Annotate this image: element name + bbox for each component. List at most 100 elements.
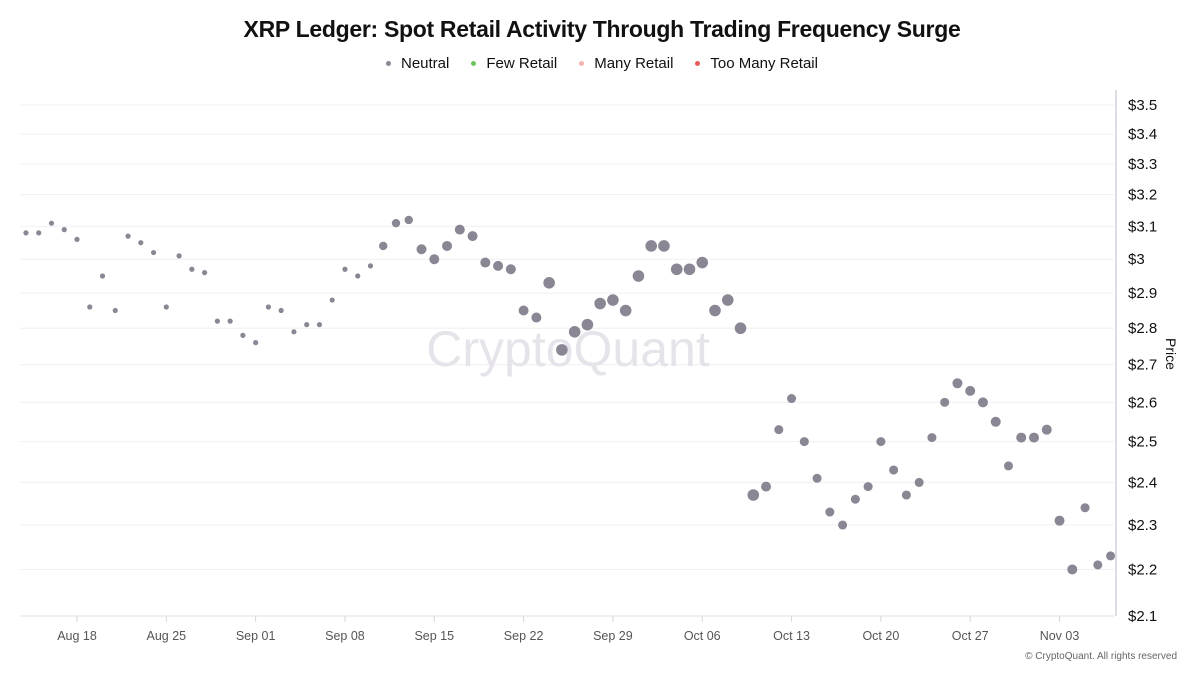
data-point: [355, 273, 361, 279]
data-point: [799, 437, 809, 447]
data-point: [568, 325, 581, 338]
data-point: [342, 266, 348, 272]
data-point: [1016, 432, 1027, 443]
data-point: [112, 307, 118, 314]
data-point: [889, 465, 899, 475]
data-point: [1041, 424, 1052, 435]
data-point: [138, 240, 144, 246]
data-point: [505, 264, 516, 275]
y-tick-label: $3: [1128, 251, 1145, 268]
data-point: [329, 297, 335, 303]
data-point: [761, 481, 772, 492]
data-point: [391, 218, 401, 228]
legend-item-many-retail[interactable]: Many Retail: [579, 55, 673, 72]
y-tick-label: $2.2: [1128, 561, 1157, 578]
data-point: [454, 224, 465, 235]
legend-item-few-retail[interactable]: Few Retail: [471, 55, 557, 72]
data-point: [518, 305, 529, 316]
y-tick-label: $2.1: [1128, 608, 1157, 625]
data-point: [556, 344, 568, 356]
data-point: [721, 294, 734, 306]
copyright-footer: © CryptoQuant. All rights reserved: [1025, 651, 1177, 662]
data-point: [467, 231, 478, 242]
y-tick-label: $3.1: [1128, 218, 1157, 235]
data-point: [876, 437, 886, 447]
data-point: [1029, 432, 1039, 443]
data-point: [367, 263, 374, 269]
data-point: [594, 297, 606, 310]
data-point: [265, 304, 271, 310]
y-tick-label: $2.4: [1128, 474, 1157, 491]
y-tick-label: $2.7: [1128, 357, 1157, 374]
y-tick-label: $2.9: [1128, 285, 1157, 302]
legend-label: Too Many Retail: [710, 55, 818, 72]
legend-dot-icon: [471, 61, 477, 66]
data-point: [734, 322, 747, 335]
data-point: [61, 227, 67, 233]
x-tick-label: Aug 25: [147, 629, 187, 643]
data-point: [850, 494, 860, 504]
data-point: [1106, 551, 1116, 561]
data-point: [696, 256, 709, 269]
legend-dot-icon: [695, 61, 701, 66]
data-point: [940, 397, 950, 407]
x-tick-label: Sep 08: [325, 629, 365, 643]
watermark-logo: CryptoQuant: [426, 321, 710, 377]
x-tick-label: Nov 03: [1040, 629, 1080, 643]
data-point: [1054, 515, 1065, 526]
data-point: [379, 241, 388, 251]
data-point: [977, 397, 988, 408]
data-point: [787, 393, 797, 404]
data-point: [670, 263, 683, 276]
data-point: [581, 318, 594, 331]
data-point: [202, 270, 208, 276]
legend-item-too-many-retail[interactable]: Too Many Retail: [695, 55, 818, 72]
data-point: [163, 304, 169, 310]
data-point: [278, 307, 284, 314]
data-point: [227, 318, 233, 324]
y-tick-label: $2.3: [1128, 517, 1157, 534]
data-point: [632, 270, 645, 282]
data-point: [838, 520, 848, 530]
data-point: [658, 240, 670, 252]
data-point: [683, 263, 696, 276]
data-point: [189, 266, 195, 272]
data-point: [774, 425, 784, 435]
data-point: [965, 385, 976, 396]
data-point: [304, 322, 310, 328]
y-tick-label: $2.8: [1128, 320, 1157, 337]
data-point: [48, 220, 55, 226]
x-tick-label: Oct 06: [684, 629, 721, 643]
data-point: [1067, 564, 1078, 575]
x-tick-label: Oct 13: [773, 629, 810, 643]
data-point: [493, 260, 504, 271]
x-tick-label: Sep 29: [593, 629, 633, 643]
data-point: [36, 230, 42, 236]
legend-label: Neutral: [401, 55, 450, 72]
data-point: [240, 332, 246, 338]
data-point: [901, 490, 911, 500]
data-point: [74, 236, 80, 242]
legend-label: Few Retail: [486, 55, 558, 72]
x-tick-label: Oct 27: [952, 629, 989, 643]
data-point: [404, 215, 413, 225]
y-tick-label: $2.5: [1128, 434, 1157, 451]
data-point: [87, 304, 93, 310]
legend-dot-icon: [579, 61, 585, 66]
data-point: [619, 304, 632, 317]
data-point: [480, 257, 491, 268]
legend-item-neutral[interactable]: Neutral: [386, 55, 449, 72]
data-point: [812, 473, 822, 483]
data-point: [429, 254, 440, 265]
chart-title: XRP Ledger: Spot Retail Activity Through…: [243, 16, 961, 42]
y-axis-title: Price: [1163, 338, 1179, 370]
data-point: [863, 482, 873, 492]
data-point: [927, 433, 937, 443]
data-point: [316, 322, 323, 328]
data-point: [442, 240, 453, 251]
data-point: [1003, 461, 1013, 471]
data-point: [825, 507, 835, 517]
legend-dot-icon: [386, 61, 391, 66]
data-point: [531, 312, 542, 323]
